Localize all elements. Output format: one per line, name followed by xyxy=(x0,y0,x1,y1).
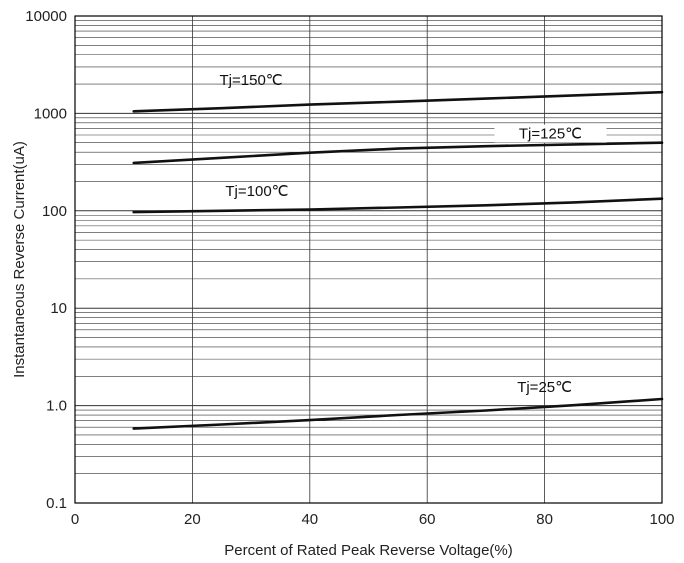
grid xyxy=(74,16,663,504)
x-tick-label: 100 xyxy=(649,511,674,528)
series-label: Tj=150℃ xyxy=(220,72,283,89)
y-tick-label: 10 xyxy=(50,300,67,317)
y-tick-label: 0.1 xyxy=(46,495,67,512)
series-line xyxy=(132,141,664,165)
y-tick-label: 1.0 xyxy=(46,398,67,415)
y-tick-label: 100 xyxy=(42,203,67,220)
series-label: Tj=100℃ xyxy=(225,183,288,200)
series-line xyxy=(132,397,664,430)
y-tick-label: 10000 xyxy=(25,8,67,25)
tick-labels: 0 20 40 60 80 100 0.1 1.0 10 100 1000 10000 xyxy=(25,8,674,528)
x-tick-label: 80 xyxy=(536,511,553,528)
x-tick-label: 40 xyxy=(301,511,318,528)
y-tick-label: 1000 xyxy=(34,105,67,122)
series-lines xyxy=(132,90,664,430)
plot-frame xyxy=(74,15,663,504)
x-tick-label: 60 xyxy=(419,511,436,528)
series-line xyxy=(132,197,664,214)
y-axis-label: Instantaneous Reverse Current(uA) xyxy=(11,141,28,378)
series-labels: Tj=150℃ Tj=125℃ Tj=100℃ Tj=25℃ xyxy=(220,72,607,396)
series-label-bg xyxy=(494,124,607,143)
series-label: Tj=25℃ xyxy=(517,379,572,396)
x-tick-label: 20 xyxy=(184,511,201,528)
x-tick-label: 0 xyxy=(71,511,79,528)
series-label: Tj=125℃ xyxy=(519,126,582,143)
series-line xyxy=(132,90,664,113)
x-axis-label: Percent of Rated Peak Reverse Voltage(%) xyxy=(224,542,513,559)
